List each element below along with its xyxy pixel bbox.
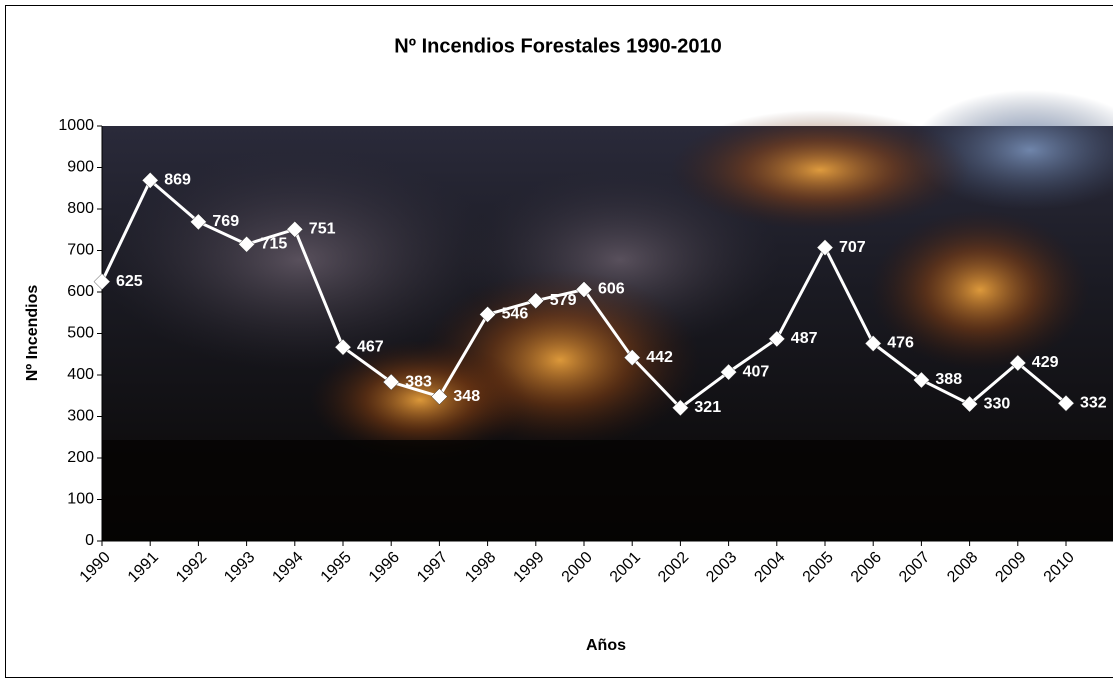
data-label: 388 <box>935 371 962 388</box>
data-label: 769 <box>212 213 239 230</box>
data-label: 715 <box>261 235 288 252</box>
y-tick-label: 0 <box>85 532 94 549</box>
data-label: 383 <box>405 373 432 390</box>
data-label: 606 <box>598 281 625 298</box>
data-label: 751 <box>309 221 336 238</box>
data-label: 869 <box>164 172 191 189</box>
plot-background <box>100 90 1113 541</box>
page: Nº Incendios Forestales 1990-2010 Nº Inc… <box>0 0 1113 684</box>
data-label: 407 <box>743 363 770 380</box>
data-label: 625 <box>116 273 143 290</box>
data-label: 707 <box>839 239 866 256</box>
y-tick-label: 500 <box>67 325 94 342</box>
data-label: 546 <box>502 306 529 323</box>
y-tick-label: 900 <box>67 159 94 176</box>
y-tick-label: 800 <box>67 200 94 217</box>
data-label: 579 <box>550 292 577 309</box>
y-tick-label: 100 <box>67 491 94 508</box>
y-tick-label: 400 <box>67 366 94 383</box>
y-axis-label: Nº Incendios <box>24 285 41 382</box>
data-label: 487 <box>791 330 818 347</box>
y-tick-label: 1000 <box>58 117 94 134</box>
x-axis-label: Años <box>586 637 626 654</box>
chart: Nº Incendios Forestales 1990-2010 Nº Inc… <box>0 0 1113 684</box>
data-label: 332 <box>1080 394 1107 411</box>
y-tick-label: 200 <box>67 449 94 466</box>
data-label: 330 <box>984 395 1011 412</box>
data-label: 442 <box>646 349 673 366</box>
y-tick-label: 700 <box>67 242 94 259</box>
data-label: 348 <box>453 388 480 405</box>
data-label: 467 <box>357 338 384 355</box>
chart-title: Nº Incendios Forestales 1990-2010 <box>394 35 721 57</box>
y-tick-label: 600 <box>67 283 94 300</box>
data-label: 476 <box>887 335 914 352</box>
data-label: 321 <box>694 399 721 416</box>
y-tick-label: 300 <box>67 408 94 425</box>
data-label: 429 <box>1032 354 1059 371</box>
